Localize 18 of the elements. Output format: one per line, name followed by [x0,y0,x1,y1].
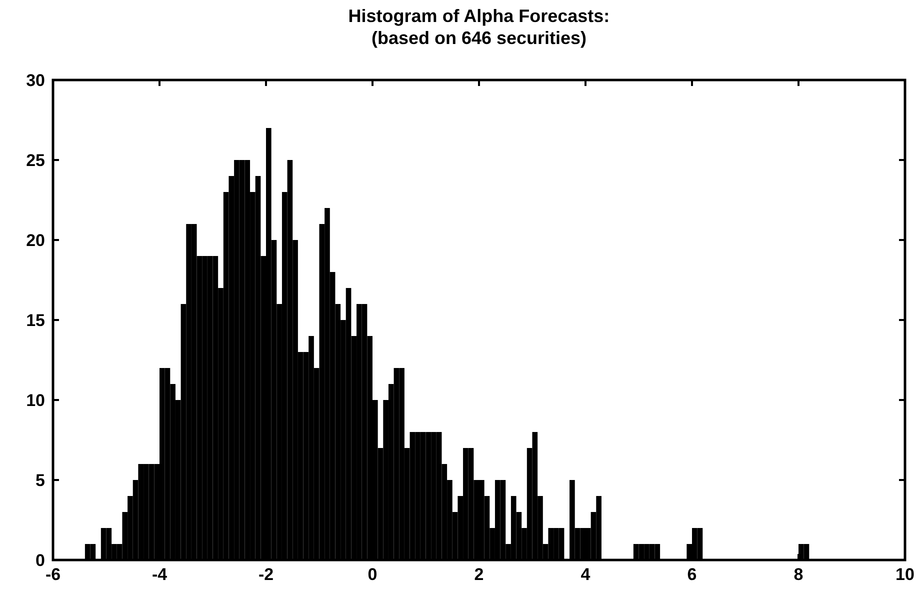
x-tick-label: -4 [152,565,168,584]
x-tick-label: 8 [794,565,804,584]
y-tick-label: 5 [36,470,45,490]
y-tick-label: 10 [26,390,45,410]
x-tick-label: 10 [896,565,914,584]
y-tick-label: 20 [26,230,45,250]
y-tick-label: 0 [36,550,45,570]
chart-title: Histogram of Alpha Forecasts: [348,6,610,26]
x-tick-label: -6 [45,565,61,584]
x-tick-label: 6 [687,565,697,584]
x-tick-label: -2 [258,565,274,584]
y-tick-label: 15 [26,310,45,330]
y-tick-label: 30 [26,70,45,90]
x-tick-label: 0 [368,565,378,584]
x-tick-label: 4 [580,565,591,584]
y-tick-label: 25 [26,150,45,170]
x-tick-label: 2 [474,565,484,584]
chart-subtitle: (based on 646 securities) [371,28,587,48]
